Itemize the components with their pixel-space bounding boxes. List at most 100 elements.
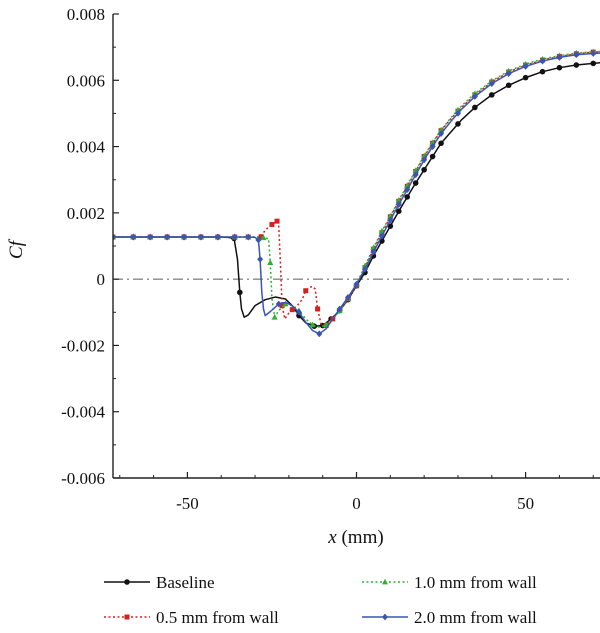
data-point (539, 57, 546, 65)
x-tick-label: -50 (176, 494, 199, 513)
data-point (255, 236, 262, 244)
y-tick-label: -0.006 (61, 469, 105, 488)
data-point (522, 62, 529, 70)
data-point (472, 104, 478, 111)
data-point (438, 130, 445, 138)
data-point (258, 234, 264, 240)
y-tick-label: 0.002 (67, 204, 105, 223)
data-point (279, 303, 285, 309)
data-point (387, 216, 394, 224)
data-point (315, 306, 321, 312)
legend-label: 2.0 mm from wall (414, 608, 537, 627)
legend-item: 0.5 mm from wall (104, 608, 279, 627)
data-point (573, 62, 580, 68)
data-point (316, 330, 323, 338)
data-point (395, 208, 402, 214)
data-point (556, 54, 563, 61)
data-point (147, 233, 154, 241)
x-tick-label: 0 (352, 494, 361, 513)
data-point (412, 171, 419, 179)
data-point (454, 109, 461, 117)
legend-swatch-marker (382, 613, 388, 621)
data-point (429, 153, 436, 160)
data-point (429, 143, 436, 150)
data-point (303, 288, 309, 294)
data-point (412, 180, 419, 186)
data-point (404, 186, 411, 194)
data-point (181, 233, 188, 241)
legend-swatch-marker (382, 578, 388, 585)
data-point (231, 233, 238, 241)
data-point (590, 60, 597, 67)
data-point (438, 140, 444, 147)
series-1 (113, 60, 600, 330)
data-point (421, 156, 428, 164)
y-tick-label: 0.006 (67, 71, 105, 90)
data-point (387, 223, 394, 229)
data-point (274, 218, 280, 224)
data-point (336, 305, 343, 313)
data-point (361, 265, 368, 273)
data-point (214, 233, 221, 241)
legend-label: Baseline (156, 573, 215, 592)
data-point (289, 307, 295, 313)
series-4 (113, 50, 600, 338)
data-point (573, 51, 580, 59)
legend-swatch-marker (124, 614, 130, 620)
tick-labels: -0.006 -0.004 -0.002 0 0.002 0.004 0.006 0.008 -… (61, 5, 534, 513)
legend-label: 1.0 mm from wall (414, 573, 537, 592)
legend: Baseline 1.0 mm from wall 0.5 mm from wall… (104, 573, 537, 627)
legend-item: 2.0 mm from wall (362, 608, 537, 627)
legend-item: Baseline (104, 573, 215, 592)
data-point (164, 233, 171, 241)
legend-item: 1.0 mm from wall (362, 573, 537, 592)
data-point (267, 259, 274, 265)
data-point (505, 70, 512, 78)
data-point (590, 50, 597, 57)
y-tick-label: 0.008 (67, 5, 105, 24)
series-line (113, 51, 600, 327)
data-point (471, 93, 478, 100)
data-point (345, 293, 352, 301)
x-axis-title-italic: x (327, 527, 337, 548)
data-point (378, 232, 385, 240)
data-point (370, 248, 377, 256)
x-axis-title: x (mm) (327, 527, 383, 548)
y-tick-label: 0.004 (67, 138, 106, 157)
data-point (275, 300, 282, 308)
legend-swatch-marker (124, 579, 130, 585)
x-axis-title-unit: (mm) (337, 527, 384, 548)
series-group (113, 48, 600, 338)
data-point (455, 121, 461, 127)
data-point (404, 194, 411, 200)
data-point (395, 201, 402, 208)
series-line (113, 52, 600, 335)
data-point (130, 233, 137, 241)
data-point (282, 300, 289, 307)
data-point (353, 280, 360, 288)
data-point (421, 166, 427, 173)
data-point (257, 255, 264, 263)
data-point (245, 233, 252, 241)
data-point (296, 308, 303, 316)
legend-label: 0.5 mm from wall (156, 608, 279, 627)
y-tick-label: 0 (97, 270, 106, 289)
data-point (269, 221, 275, 227)
data-point (197, 233, 204, 241)
data-point (488, 92, 495, 98)
data-point (556, 64, 563, 71)
data-point (260, 234, 267, 241)
x-tick-label: 50 (517, 494, 534, 513)
y-axis-title: Cf (6, 238, 27, 259)
data-point (522, 74, 529, 81)
data-point (271, 314, 278, 320)
y-tick-label: -0.004 (61, 403, 105, 422)
data-point (488, 80, 495, 87)
y-tick-label: -0.002 (61, 336, 105, 355)
data-point (309, 321, 316, 328)
axes (112, 13, 600, 479)
data-point (237, 289, 243, 296)
data-point (113, 233, 116, 241)
data-point (505, 82, 512, 89)
